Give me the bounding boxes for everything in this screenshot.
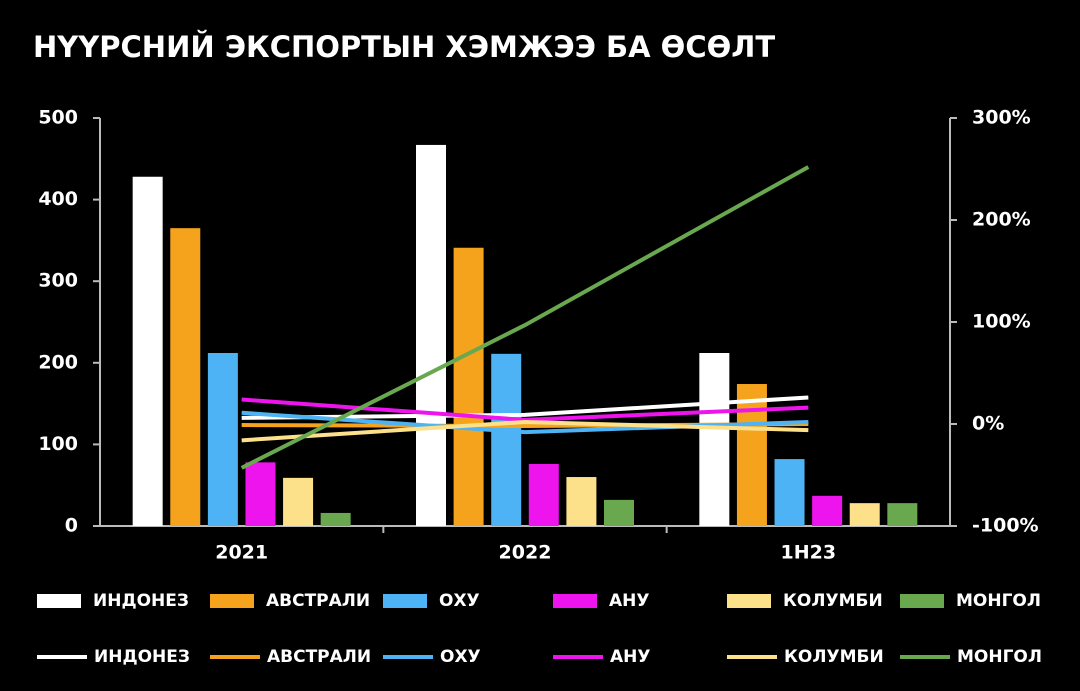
legend-label: АНУ <box>610 647 651 667</box>
legend-label: КОЛУМБИ <box>784 647 884 667</box>
bar <box>887 503 918 526</box>
bar <box>736 384 767 526</box>
legend-swatch <box>553 594 597 608</box>
bar <box>699 353 730 526</box>
bar <box>170 228 201 526</box>
legend-label: ИНДОНЕЗ <box>93 591 189 611</box>
legend-label: АНУ <box>609 591 650 611</box>
bar <box>416 144 446 527</box>
legend-swatch <box>37 594 81 608</box>
bar <box>774 459 805 526</box>
bar <box>528 463 559 526</box>
y2-tick-label: 300% <box>972 107 1031 129</box>
bar <box>453 247 484 526</box>
bar <box>491 353 522 526</box>
legend-label: МОНГОЛ <box>957 647 1042 667</box>
y-tick-label: 200 <box>38 351 78 373</box>
legend-swatch <box>383 594 427 608</box>
bar <box>849 503 880 526</box>
y2-tick-label: -100% <box>972 515 1039 537</box>
legend-label: МОНГОЛ <box>956 591 1041 611</box>
y-tick-label: 500 <box>38 107 78 129</box>
x-tick-label: 2021 <box>215 542 268 564</box>
legend-label: АВСТРАЛИ <box>267 647 371 667</box>
bar <box>604 499 634 526</box>
bar <box>812 495 843 526</box>
bar <box>566 477 597 526</box>
y-tick-label: 400 <box>38 188 78 210</box>
y2-tick-label: 200% <box>972 209 1031 231</box>
legend-label: КОЛУМБИ <box>783 591 883 611</box>
bar <box>132 176 163 526</box>
legend-swatch <box>900 594 944 608</box>
legend-swatch <box>727 594 771 608</box>
bar <box>207 353 238 526</box>
x-tick-label: 1H23 <box>781 542 837 564</box>
legend-swatch <box>210 594 254 608</box>
line <box>241 397 809 422</box>
bar <box>283 477 314 526</box>
y2-tick-label: 0% <box>972 413 1004 435</box>
legend-label: ОХУ <box>440 647 481 667</box>
y-tick-label: 300 <box>38 270 78 292</box>
legend-label: АВСТРАЛИ <box>266 591 370 611</box>
legend-label: ОХУ <box>439 591 480 611</box>
y-tick-label: 100 <box>38 433 78 455</box>
line <box>240 165 810 470</box>
y2-tick-label: 100% <box>972 311 1031 333</box>
bar <box>320 512 351 526</box>
line <box>241 419 809 443</box>
y-tick-label: 0 <box>65 515 78 537</box>
bar <box>245 462 276 526</box>
line <box>241 395 809 420</box>
chart-title: НҮҮРСНИЙ ЭКСПОРТЫН ХЭМЖЭЭ БА ӨСӨЛТ <box>33 30 775 64</box>
x-tick-label: 2022 <box>499 542 552 564</box>
legend-label: ИНДОНЕЗ <box>94 647 190 667</box>
